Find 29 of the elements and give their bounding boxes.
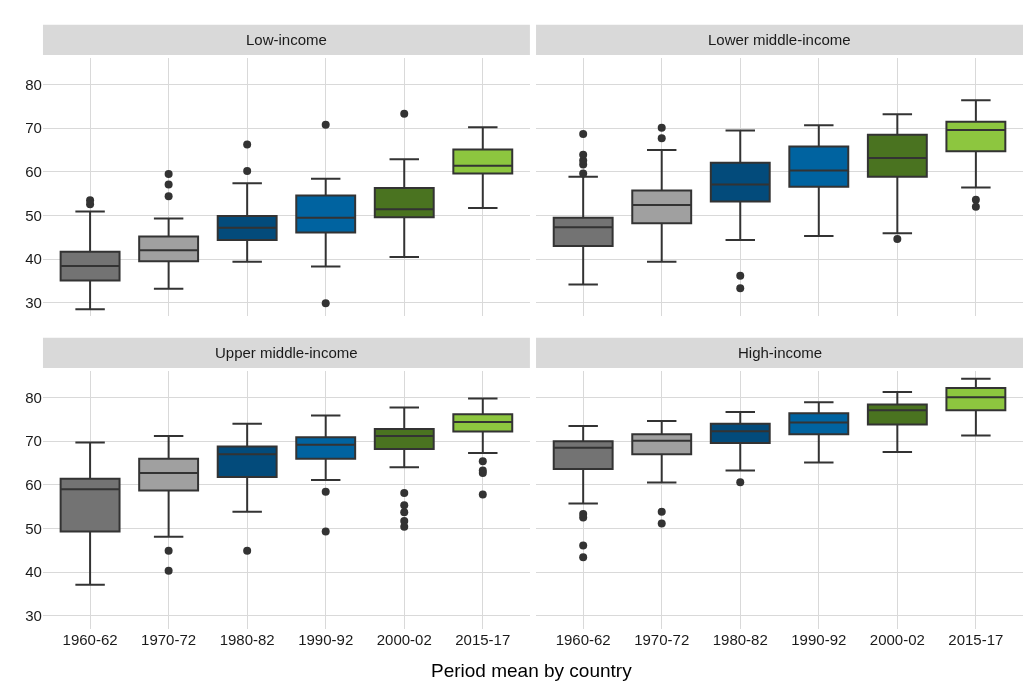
x-tick-label: 1980-82 [712,631,768,649]
y-tick-label: 60 [25,163,42,181]
x-tick-label: 1970-72 [141,631,197,649]
y-tick-label: 60 [25,476,42,494]
y-tick-label: 50 [25,519,42,537]
chart-title: Low-income [246,31,327,48]
y-tick-label: 80 [25,388,42,406]
y-tick-label: 40 [25,563,42,581]
x-tick-label: 1960-62 [62,631,118,649]
chart-title: Lower middle-income [708,31,851,48]
x-tick-label: 1960-62 [555,631,611,649]
x-tick-label: 1980-82 [219,631,275,649]
y-tick-label: 30 [25,606,42,624]
y-tick-label: 40 [25,250,42,268]
x-tick-label: 2000-02 [376,631,432,649]
y-tick-label: 70 [25,119,42,137]
chart-title: High-income [738,344,823,361]
x-tick-label: 1990-92 [791,631,847,649]
x-tick-label: 1990-92 [298,631,354,649]
chart-title: Upper middle-income [215,344,358,361]
y-tick-label: 80 [25,75,42,93]
y-tick-label: 70 [25,432,42,450]
x-tick-label: 2015-17 [455,631,511,649]
y-tick-label: 30 [25,293,42,311]
x-axis-title: Period mean by country [431,660,633,681]
x-tick-label: 2000-02 [869,631,925,649]
y-tick-label: 50 [25,206,42,224]
x-tick-label: 1970-72 [634,631,690,649]
x-tick-label: 2015-17 [948,631,1004,649]
